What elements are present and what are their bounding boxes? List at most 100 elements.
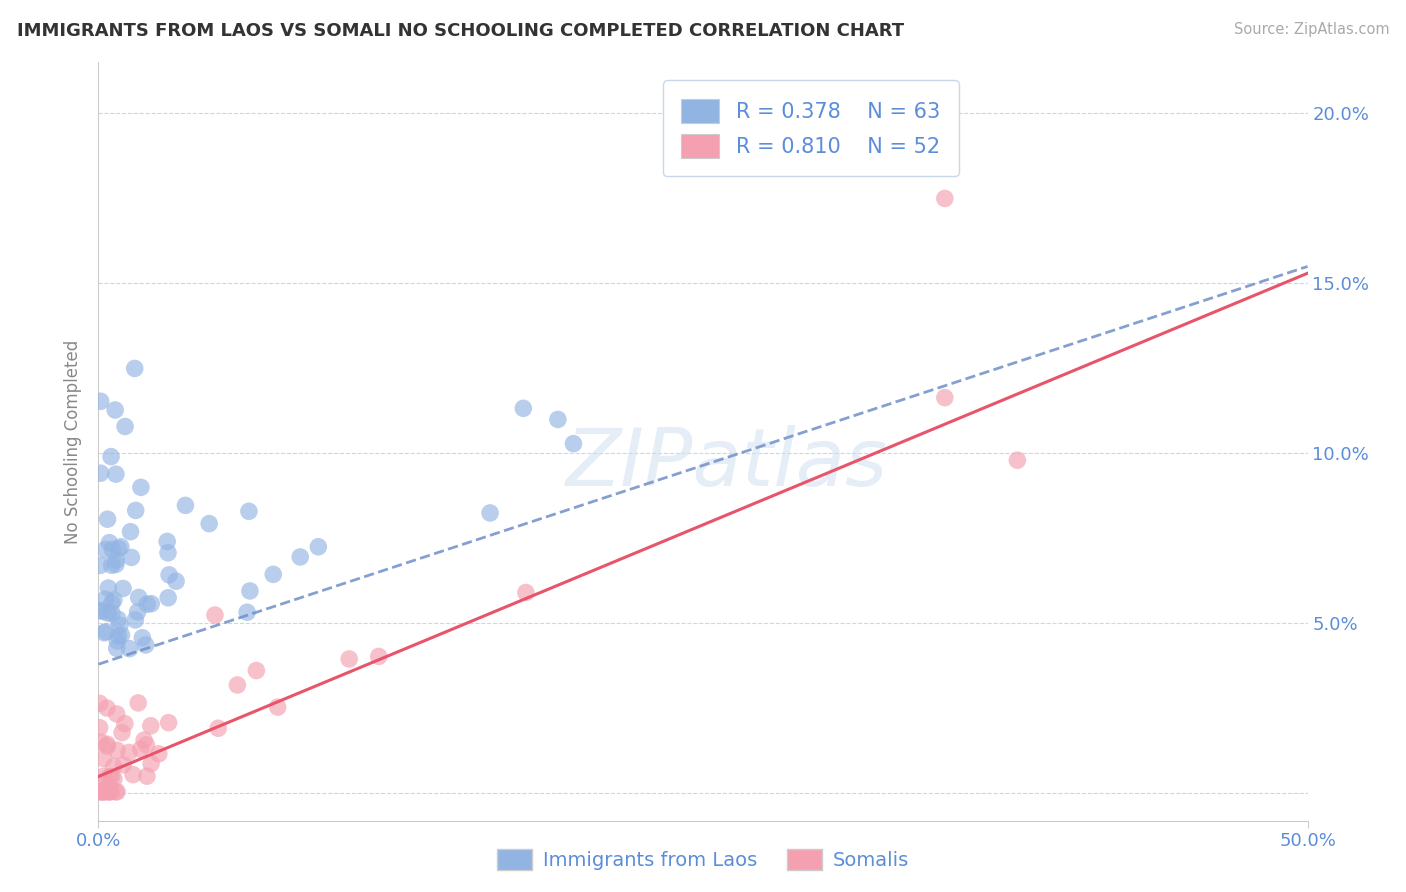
- Text: Source: ZipAtlas.com: Source: ZipAtlas.com: [1233, 22, 1389, 37]
- Point: [90, 735, 112, 749]
- Point: [129, 742, 152, 756]
- Point: [128, 591, 150, 605]
- Point: [93, 625, 115, 640]
- Point: [157, 715, 180, 730]
- Text: ZIPatlas: ZIPatlas: [567, 425, 889, 503]
- Point: [89, 558, 111, 573]
- Point: [124, 613, 146, 627]
- Point: [94, 624, 117, 639]
- Point: [103, 593, 125, 607]
- Point: [91, 785, 114, 799]
- Point: [512, 401, 534, 416]
- Point: [207, 721, 229, 735]
- Point: [105, 743, 128, 757]
- Point: [96, 737, 118, 751]
- Point: [110, 540, 132, 554]
- Point: [118, 641, 141, 656]
- Point: [174, 499, 197, 513]
- Point: [94, 775, 117, 789]
- Point: [236, 605, 259, 619]
- Point: [136, 597, 159, 611]
- Point: [107, 541, 129, 556]
- Point: [93, 785, 115, 799]
- Point: [135, 738, 157, 752]
- Point: [91, 785, 114, 799]
- Point: [89, 697, 111, 711]
- Point: [94, 592, 117, 607]
- Point: [129, 480, 152, 494]
- Point: [100, 770, 122, 784]
- Point: [98, 785, 121, 799]
- Point: [107, 612, 129, 626]
- Point: [120, 524, 142, 539]
- Point: [97, 581, 120, 595]
- Point: [547, 412, 569, 426]
- Point: [262, 567, 284, 582]
- Point: [337, 652, 360, 666]
- Point: [112, 582, 135, 596]
- Point: [103, 772, 125, 786]
- Point: [934, 391, 956, 405]
- Point: [105, 706, 128, 721]
- Point: [96, 739, 118, 754]
- Point: [127, 605, 149, 619]
- Point: [104, 785, 127, 799]
- Point: [96, 785, 118, 799]
- Point: [562, 436, 585, 450]
- Point: [226, 678, 249, 692]
- Point: [89, 721, 111, 735]
- Point: [125, 503, 148, 517]
- Point: [94, 783, 117, 797]
- Point: [89, 785, 111, 799]
- Point: [114, 419, 136, 434]
- Point: [367, 649, 389, 664]
- Point: [135, 638, 157, 652]
- Point: [127, 696, 149, 710]
- Point: [90, 785, 112, 799]
- Point: [105, 633, 128, 648]
- Point: [136, 769, 159, 783]
- Point: [1007, 453, 1029, 467]
- Point: [94, 542, 117, 557]
- Point: [104, 467, 127, 482]
- Point: [515, 585, 537, 599]
- Point: [91, 769, 114, 783]
- Point: [111, 725, 134, 739]
- Point: [267, 700, 290, 714]
- Point: [89, 603, 111, 617]
- Point: [100, 450, 122, 464]
- Point: [101, 596, 124, 610]
- Point: [101, 606, 124, 620]
- Point: [96, 512, 118, 526]
- Point: [100, 558, 122, 573]
- Point: [107, 629, 129, 643]
- Point: [139, 756, 162, 771]
- Point: [479, 506, 502, 520]
- Point: [148, 747, 170, 761]
- Point: [122, 767, 145, 781]
- Point: [307, 540, 329, 554]
- Point: [90, 394, 112, 409]
- Point: [98, 785, 121, 799]
- Point: [198, 516, 221, 531]
- Point: [238, 504, 260, 518]
- Point: [103, 759, 125, 773]
- Point: [104, 558, 127, 572]
- Point: [96, 701, 118, 715]
- Point: [157, 567, 180, 582]
- Point: [112, 757, 135, 772]
- Point: [131, 631, 153, 645]
- Point: [105, 785, 128, 799]
- Point: [157, 591, 180, 605]
- Point: [139, 719, 162, 733]
- Y-axis label: No Schooling Completed: No Schooling Completed: [65, 340, 83, 543]
- Point: [934, 191, 956, 205]
- Point: [204, 608, 226, 623]
- Point: [157, 546, 180, 560]
- Point: [105, 553, 128, 567]
- Point: [108, 618, 131, 632]
- Point: [93, 752, 115, 766]
- Point: [100, 785, 122, 799]
- Point: [97, 606, 120, 620]
- Point: [156, 534, 179, 549]
